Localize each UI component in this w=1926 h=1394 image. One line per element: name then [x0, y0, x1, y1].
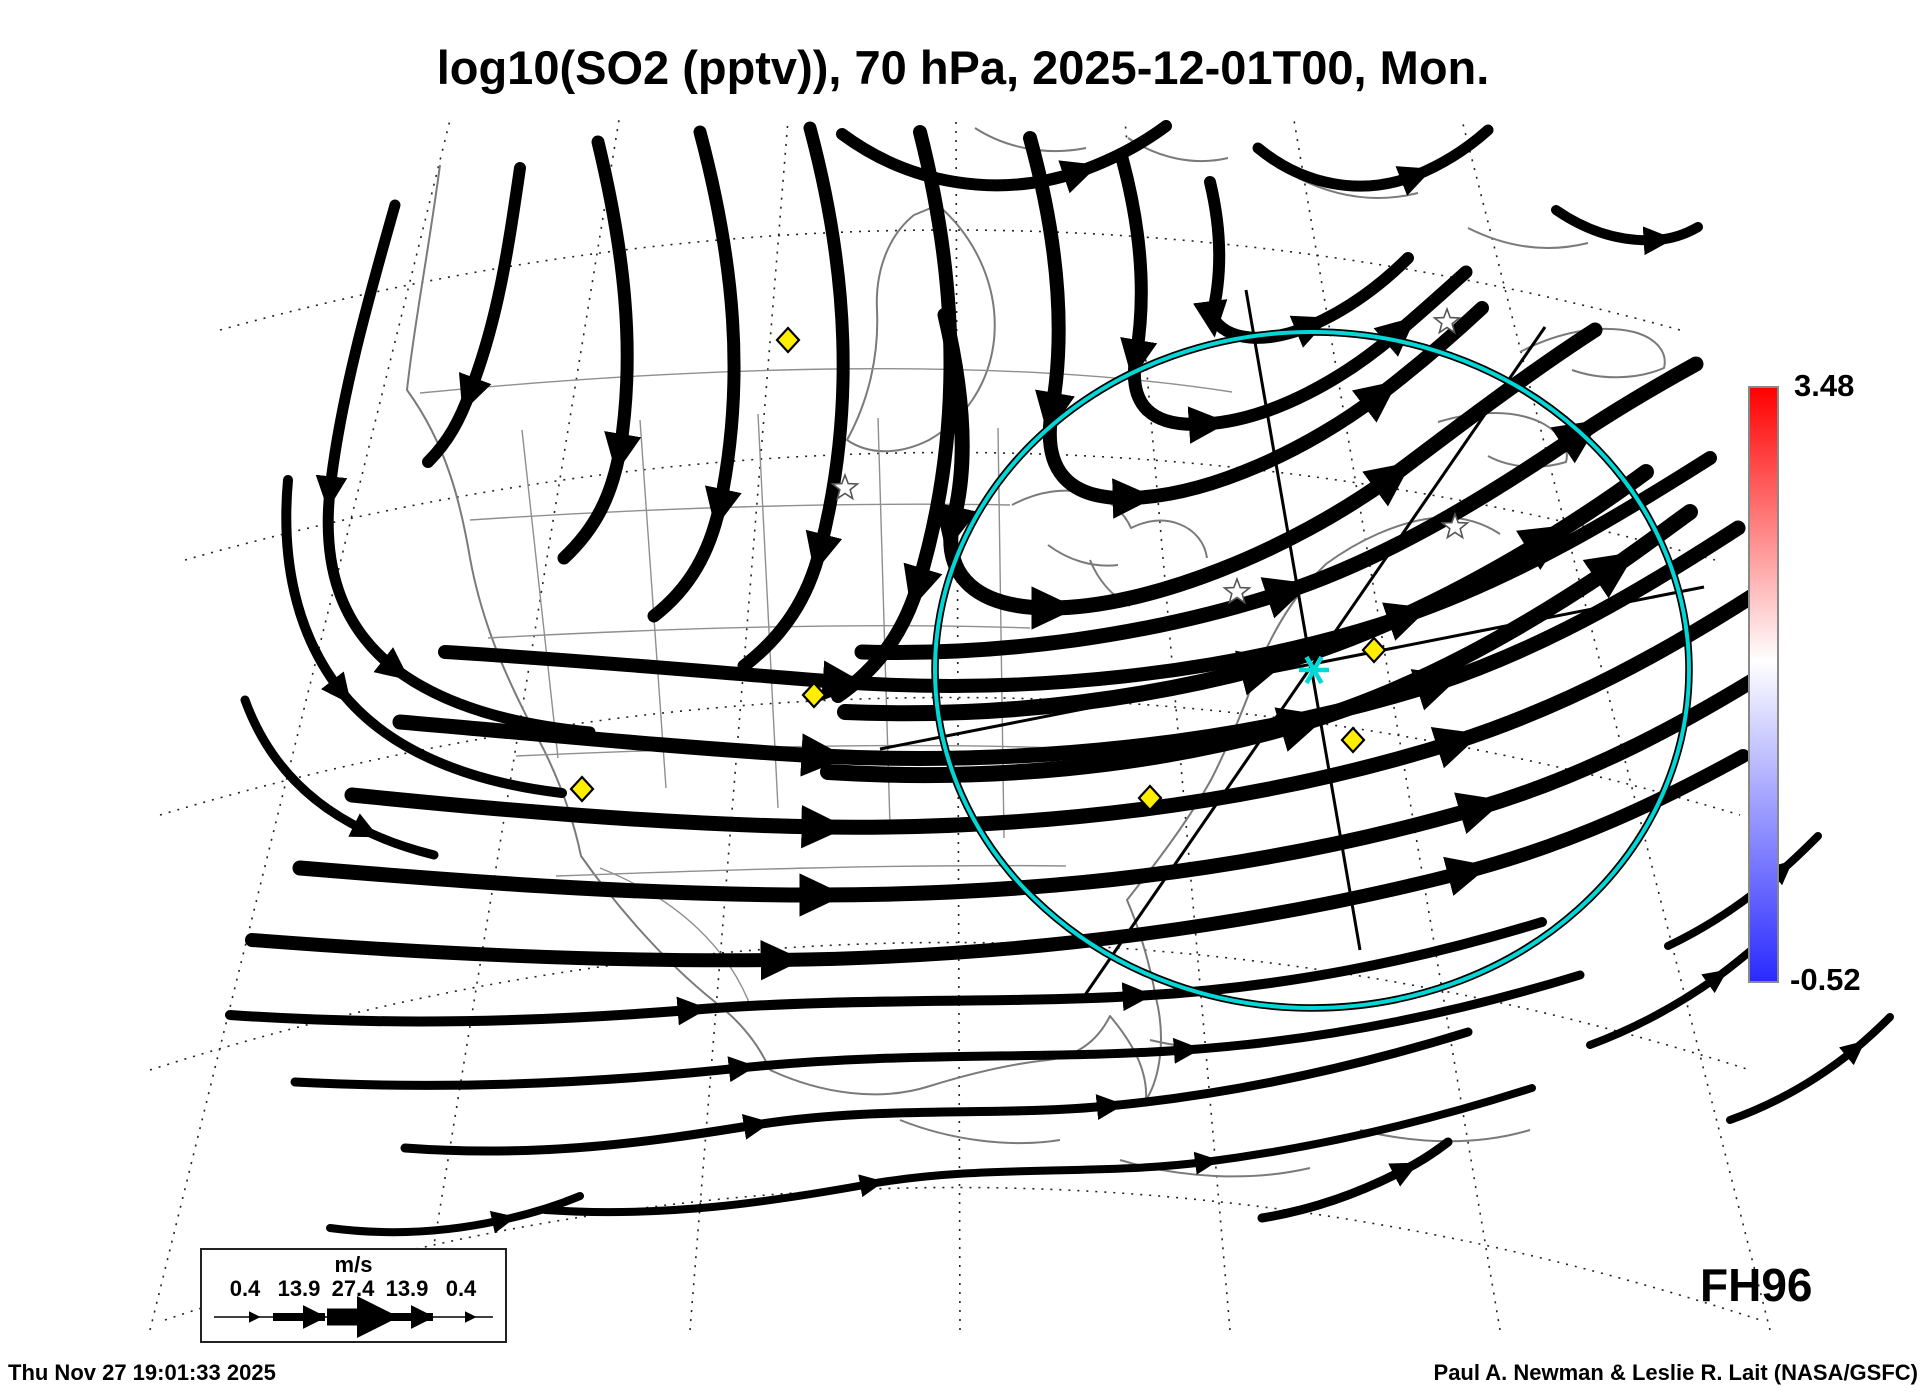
streamline	[290, 970, 1585, 1090]
streamline	[326, 1192, 584, 1237]
colorbar-max-label: 3.48	[1794, 368, 1855, 403]
streamline	[240, 695, 439, 860]
diamond-markers	[569, 326, 1387, 812]
city-star-icon	[1432, 306, 1462, 335]
streamline	[836, 120, 1172, 194]
state-borders	[419, 368, 1233, 1011]
wind-legend-arrows	[214, 1296, 493, 1338]
radial-lines	[879, 289, 1705, 996]
wind-legend-unit: m/s	[334, 1252, 373, 1277]
wind-legend-arrowhead	[357, 1296, 399, 1338]
city-star-icon	[1440, 511, 1470, 540]
diamond-marker-icon	[1361, 636, 1387, 664]
diamond-marker-icon	[775, 326, 801, 354]
wind-speed-legend: m/s 0.4 13.9 27.4 13.9 0.4	[200, 1248, 507, 1343]
wind-legend-value: 0.4	[229, 1276, 261, 1301]
streamline	[1252, 124, 1494, 196]
diamond-marker-icon	[1137, 784, 1163, 812]
wind-legend-value: 0.4	[445, 1276, 477, 1301]
wind-legend-arrowhead	[249, 1311, 261, 1323]
streamline	[225, 917, 1547, 1027]
city-star-markers	[830, 306, 1470, 605]
credit-line: Paul A. Newman & Leslie R. Lait (NASA/GS…	[1433, 1360, 1918, 1385]
balloon-star-marker	[1299, 655, 1329, 685]
wind-legend-value: 27.4	[331, 1276, 375, 1301]
streamline	[647, 125, 742, 623]
wind-legend-arrowhead	[303, 1305, 327, 1329]
streamline	[1726, 1013, 1894, 1124]
wind-legend-arrowhead	[465, 1311, 477, 1323]
generation-timestamp: Thu Nov 27 19:01:33 2025	[8, 1360, 276, 1385]
streamline	[1115, 151, 1473, 444]
streamline	[245, 749, 1750, 981]
streamline	[400, 1027, 1473, 1156]
colorbar-min-label: -0.52	[1790, 962, 1861, 997]
streamline	[1257, 1137, 1453, 1223]
streamline	[541, 1084, 1536, 1217]
wind-legend-value: 13.9	[385, 1276, 429, 1301]
streamline	[315, 199, 596, 738]
diamond-marker-icon	[801, 681, 827, 709]
graticule	[149, 119, 1771, 1331]
streamline	[1586, 944, 1758, 1049]
streamline	[1192, 176, 1414, 348]
streamline	[1551, 205, 1703, 256]
city-star-icon	[830, 472, 860, 501]
diamond-marker-icon	[569, 775, 595, 803]
streamline	[737, 121, 850, 673]
streamline	[281, 475, 567, 798]
diamond-marker-icon	[1340, 726, 1366, 754]
city-star-icon	[1222, 576, 1252, 605]
streamline	[831, 125, 958, 703]
wind-streamlines	[225, 120, 1894, 1237]
streamline	[1664, 832, 1822, 950]
range-ring	[933, 330, 1691, 1010]
page-title: log10(SO2 (pptv)), 70 hPa, 2025-12-01T00…	[436, 41, 1490, 94]
streamline	[557, 135, 642, 565]
colorbar	[1748, 386, 1779, 983]
wind-legend-value: 13.9	[277, 1276, 321, 1301]
wind-legend-arrowhead	[411, 1305, 435, 1329]
streamline	[422, 162, 526, 468]
forecast-hour-label: FH96	[1700, 1259, 1813, 1311]
